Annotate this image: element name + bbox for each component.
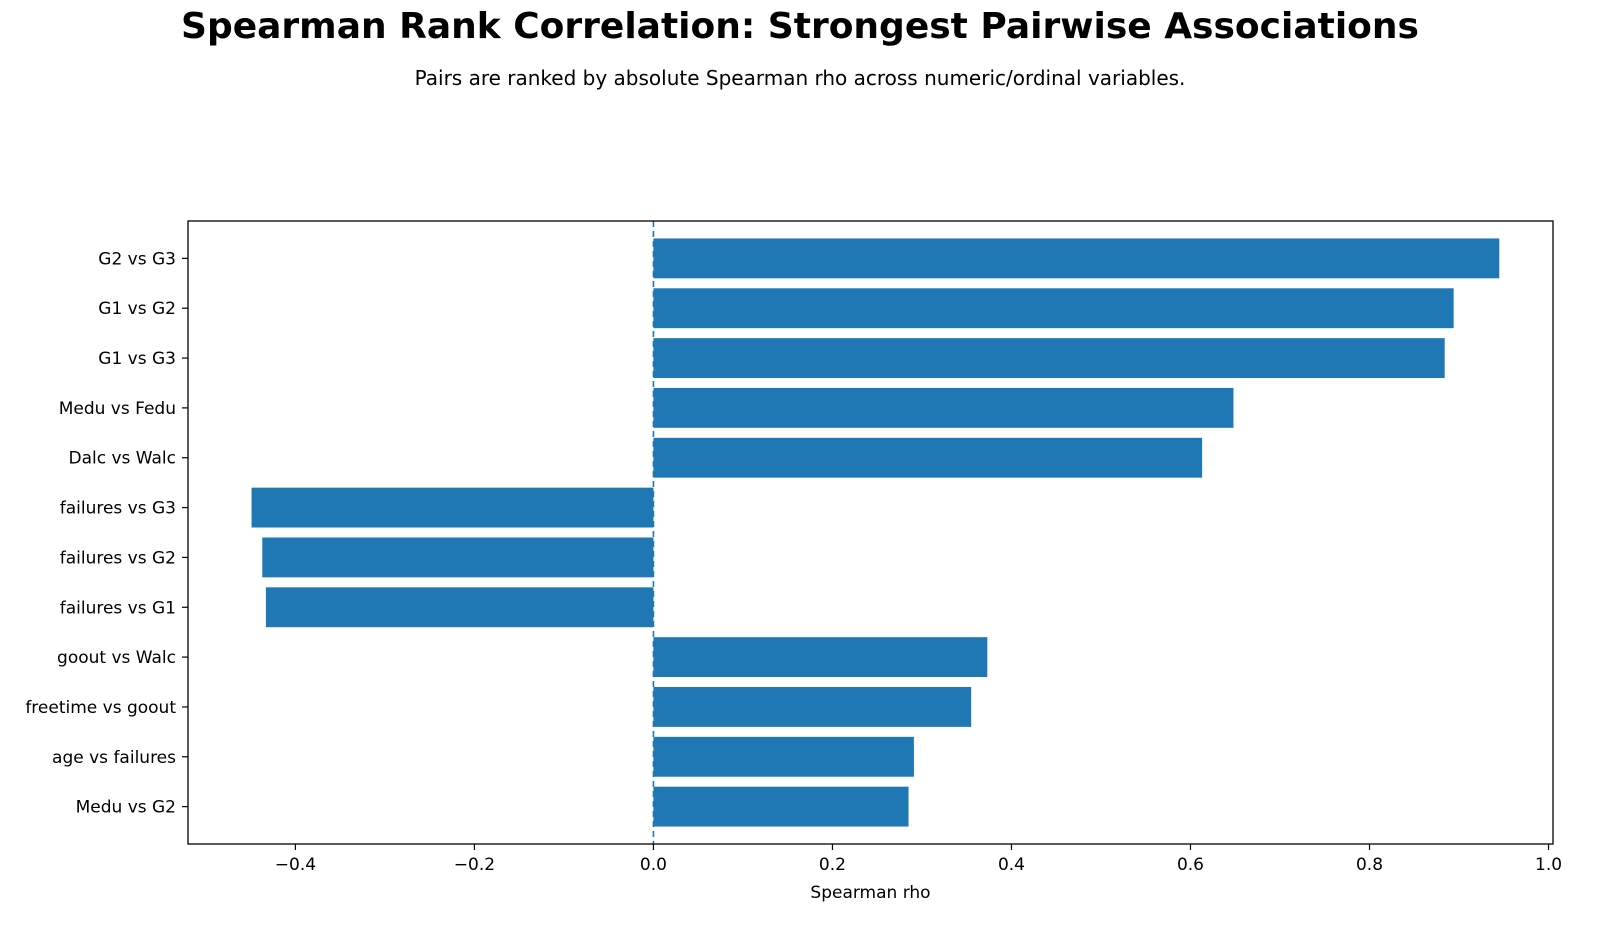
x-tick-label: 0.2 — [819, 855, 846, 875]
bar — [653, 338, 1445, 378]
bar — [653, 637, 988, 678]
y-tick-label: G1 vs G2 — [98, 299, 176, 319]
x-axis: −0.4 −0.2 0.0 0.2 0.4 0.6 0.8 1.0 — [275, 844, 1562, 875]
bar — [653, 238, 1500, 279]
bar — [653, 387, 1234, 428]
chart-subtitle: Pairs are ranked by absolute Spearman rh… — [414, 66, 1186, 90]
y-tick-label: failures vs G2 — [60, 548, 176, 568]
x-axis-label: Spearman rho — [810, 883, 930, 903]
x-tick-label: −0.2 — [454, 855, 495, 875]
y-tick-label: Dalc vs Walc — [68, 449, 176, 469]
bar — [653, 736, 914, 777]
bar — [653, 437, 1203, 478]
bar — [251, 487, 654, 528]
y-axis: G2 vs G3 G1 vs G2 G1 vs G3 Medu vs Fedu Dalc… — [25, 249, 188, 818]
x-tick-label: 1.0 — [1535, 855, 1562, 875]
x-tick-label: 0.6 — [1177, 855, 1204, 875]
x-tick-label: 0.4 — [998, 855, 1025, 875]
bar — [265, 587, 654, 628]
y-tick-label: age vs failures — [52, 748, 176, 768]
y-tick-label: Medu vs Fedu — [59, 399, 176, 419]
bar-group — [251, 238, 1500, 827]
y-tick-label: Medu vs G2 — [76, 798, 176, 818]
bar — [653, 288, 1454, 329]
y-tick-label: goout vs Walc — [57, 648, 176, 668]
bar — [262, 537, 654, 578]
y-tick-label: G2 vs G3 — [98, 249, 176, 269]
x-tick-label: −0.4 — [275, 855, 316, 875]
bar — [653, 687, 972, 727]
x-tick-label: 0.0 — [640, 855, 667, 875]
y-tick-label: failures vs G1 — [60, 598, 176, 618]
x-tick-label: 0.8 — [1356, 855, 1383, 875]
chart-title: Spearman Rank Correlation: Strongest Pai… — [181, 6, 1419, 47]
y-tick-label: failures vs G3 — [60, 499, 176, 519]
y-tick-label: freetime vs goout — [25, 698, 176, 718]
plot-frame — [187, 220, 1554, 845]
y-tick-label: G1 vs G3 — [98, 349, 176, 369]
bar — [653, 786, 909, 827]
